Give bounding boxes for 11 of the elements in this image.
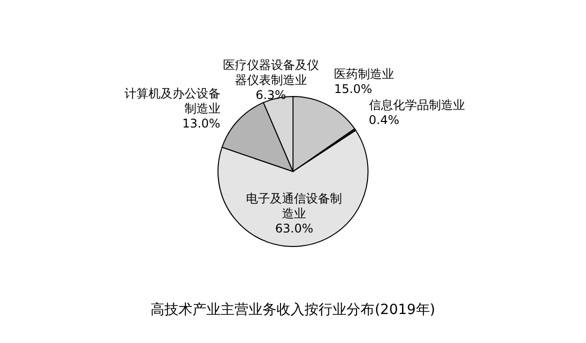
data-label: 6.3%: [256, 88, 286, 102]
text: 高技术产业主营业务收入按行业分布(2019年): [150, 302, 436, 318]
slice-label: 信息化学品制造业: [368, 98, 465, 112]
slice-label: 计算机及办公设备制造业: [124, 86, 220, 116]
slice-label: 医疗仪器设备及仪器仪表制造业: [222, 58, 319, 87]
data-label: 13.0%: [182, 116, 220, 130]
data-label: 0.4%: [368, 112, 400, 127]
data-label: 15.0%: [334, 82, 372, 96]
slice-label: 电子及通信设备制造业: [246, 191, 342, 220]
data-label: 63.0%: [275, 221, 314, 236]
slice-label: 医药制造业: [334, 66, 394, 81]
